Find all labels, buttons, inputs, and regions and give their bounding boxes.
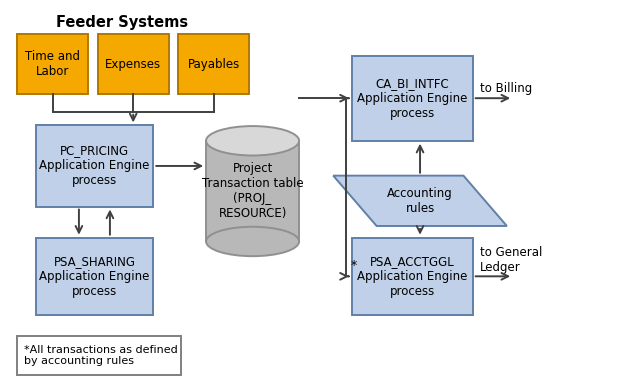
Text: PSA_SHARING
Application Engine
process: PSA_SHARING Application Engine process xyxy=(39,255,150,298)
Text: *: * xyxy=(351,259,357,271)
Ellipse shape xyxy=(206,227,299,256)
Text: Accounting
rules: Accounting rules xyxy=(387,187,453,215)
Text: *All transactions as defined
by accounting rules: *All transactions as defined by accounti… xyxy=(24,345,178,367)
FancyBboxPatch shape xyxy=(352,238,473,315)
FancyBboxPatch shape xyxy=(98,34,169,94)
FancyBboxPatch shape xyxy=(17,336,181,375)
Text: PSA_ACCTGGL
Application Engine
process: PSA_ACCTGGL Application Engine process xyxy=(357,255,467,298)
Text: CA_BI_INTFC
Application Engine
process: CA_BI_INTFC Application Engine process xyxy=(357,77,467,120)
Ellipse shape xyxy=(206,126,299,156)
FancyBboxPatch shape xyxy=(178,34,249,94)
Bar xyxy=(206,141,299,241)
FancyBboxPatch shape xyxy=(17,34,88,94)
Text: to General
Ledger: to General Ledger xyxy=(480,246,543,274)
Text: Time and
Labor: Time and Labor xyxy=(25,50,80,78)
Text: Expenses: Expenses xyxy=(105,58,161,71)
Text: Project
Transaction table
(PROJ_
RESOURCE): Project Transaction table (PROJ_ RESOURC… xyxy=(202,162,303,220)
FancyBboxPatch shape xyxy=(36,125,153,207)
Text: Payables: Payables xyxy=(188,58,240,71)
Polygon shape xyxy=(333,176,507,226)
Text: Feeder Systems: Feeder Systems xyxy=(56,15,188,30)
Text: to Billing: to Billing xyxy=(480,82,533,95)
FancyBboxPatch shape xyxy=(36,238,153,315)
Text: PC_PRICING
Application Engine
process: PC_PRICING Application Engine process xyxy=(39,144,150,188)
FancyBboxPatch shape xyxy=(352,56,473,141)
